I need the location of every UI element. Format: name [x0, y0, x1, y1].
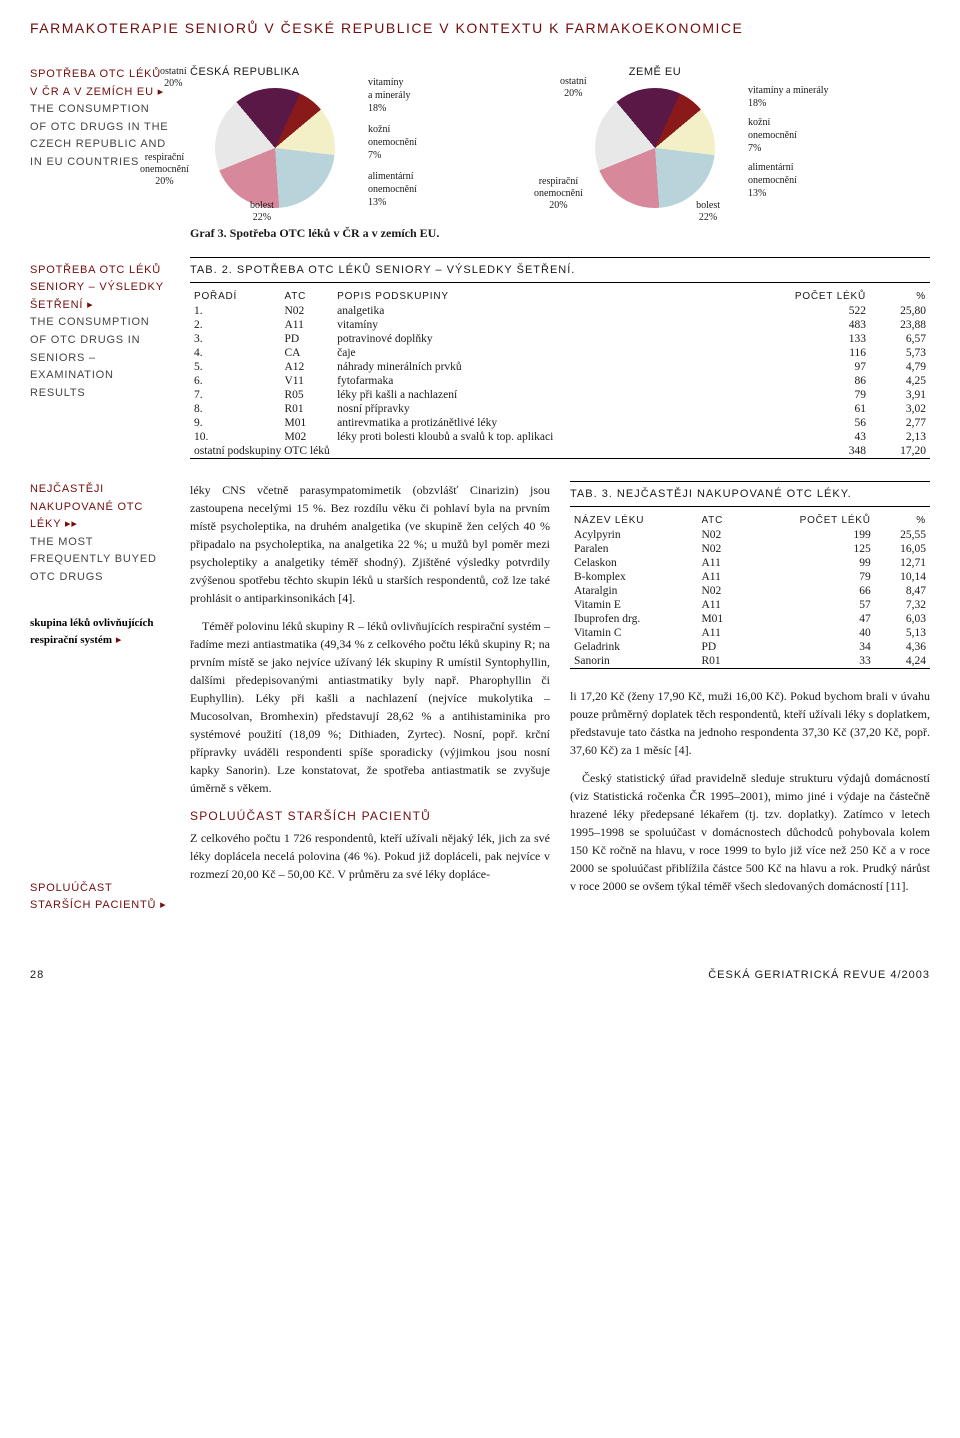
side-label-black: skupina léků ovlivňujících respirační sy… [30, 617, 154, 647]
paragraph: Český statistický úřad pravidelně sleduj… [570, 769, 930, 895]
side-block-spoluucast: SPOLUÚČAST STARŠÍCH PACIENTŮ ▸ [30, 880, 170, 915]
page-title: FARMAKOTERAPIE SENIORŮ V ČESKÉ REPUBLICE… [30, 20, 930, 36]
journal-ref: ČESKÁ GERIATRICKÁ REVUE 4/2003 [708, 969, 930, 981]
table2-title: TAB. 2. SPOTŘEBA OTC LÉKŮ SENIORY – VÝSL… [190, 257, 930, 283]
pie-label: bolest22% [250, 200, 274, 224]
paragraph: léky CNS včetně parasympatomimetik (obzv… [190, 481, 550, 607]
paragraph: li 17,20 Kč (ženy 17,90 Kč, muži 16,00 K… [570, 687, 930, 759]
chart-right: ZEMĚ EU ostatní20% respiračníonemocnění2… [570, 66, 930, 218]
paragraph: Téměř polovinu léků skupiny R – léků ovl… [190, 617, 550, 797]
chart-left-title: ČESKÁ REPUBLIKA [190, 66, 360, 78]
pie-label: respiračníonemocnění20% [534, 176, 583, 212]
chart-caption: Graf 3. Spotřeba OTC léků v ČR a v zemíc… [190, 226, 930, 241]
pie-label: vitamíny a minerály18% [748, 84, 829, 110]
pie-label: kožníonemocnění7% [368, 123, 417, 162]
side-block-respir: skupina léků ovlivňujících respirační sy… [30, 615, 170, 650]
side-label-cz: SPOLUÚČAST STARŠÍCH PACIENTŮ [30, 882, 156, 912]
pie-label: bolest22% [696, 200, 720, 224]
side-block-buyed: NEJČASTĚJI NAKUPOVANÉ OTC LÉKY ▸▸ THE MO… [30, 481, 170, 587]
pie-right [595, 88, 715, 208]
table2: POŘADÍATCPOPIS PODSKUPINYPOČET LÉKŮ% 1.N… [190, 289, 930, 459]
pie-label: alimentárníonemocnění13% [368, 170, 417, 209]
chart-right-title: ZEMĚ EU [570, 66, 740, 78]
side-label-cz: SPOTŘEBA OTC LÉKŮ V ČR A V ZEMÍCH EU [30, 68, 161, 98]
pie-label: kožníonemocnění7% [748, 116, 829, 155]
paragraph: Z celkového počtu 1 726 respondentů, kte… [190, 829, 550, 883]
pie-label: ostatní20% [160, 66, 187, 90]
side-label-en: THE CONSUMPTION OF OTC DRUGS IN SENIORS … [30, 316, 150, 398]
chart-left: ČESKÁ REPUBLIKA ostatní20% respiračníone… [190, 66, 550, 218]
side-label-en: THE MOST FREQUENTLY BUYED OTC DRUGS [30, 536, 157, 583]
double-arrow-icon: ▸▸ [65, 518, 78, 530]
pie-label: respiračníonemocnění20% [140, 152, 189, 188]
body-column-left: léky CNS včetně parasympatomimetik (obzv… [190, 481, 550, 943]
table3-box: TAB. 3. NEJČASTĚJI NAKUPOVANÉ OTC LÉKY. … [570, 481, 930, 673]
arrow-icon: ▸ [116, 634, 122, 646]
pie-left [215, 88, 335, 208]
side-block-seniors: SPOTŘEBA OTC LÉKŮ SENIORY – VÝSLEDKY ŠET… [30, 262, 170, 403]
charts-row: ČESKÁ REPUBLIKA ostatní20% respiračníone… [190, 66, 930, 218]
page-footer: 28 ČESKÁ GERIATRICKÁ REVUE 4/2003 [30, 969, 930, 981]
table3: NÁZEV LÉKUATCPOČET LÉKŮ% AcylpyrinN02199… [570, 513, 930, 669]
side-label-cz: NEJČASTĚJI NAKUPOVANÉ OTC LÉKY [30, 483, 143, 530]
page-number: 28 [30, 969, 44, 981]
side-label-cz: SPOTŘEBA OTC LÉKŮ SENIORY – VÝSLEDKY ŠET… [30, 264, 164, 311]
arrow-icon: ▸ [160, 899, 166, 911]
section-heading: SPOLUÚČAST STARŠÍCH PACIENTŮ [190, 807, 550, 825]
body-column-right: li 17,20 Kč (ženy 17,90 Kč, muži 16,00 K… [570, 687, 930, 905]
arrow-icon: ▸ [87, 299, 93, 311]
pie-label: vitamínya minerály18% [368, 76, 417, 115]
pie-label: alimentárníonemocnění13% [748, 161, 829, 200]
pie-label: ostatní20% [560, 76, 587, 100]
table3-title: TAB. 3. NEJČASTĚJI NAKUPOVANÉ OTC LÉKY. [570, 481, 930, 507]
